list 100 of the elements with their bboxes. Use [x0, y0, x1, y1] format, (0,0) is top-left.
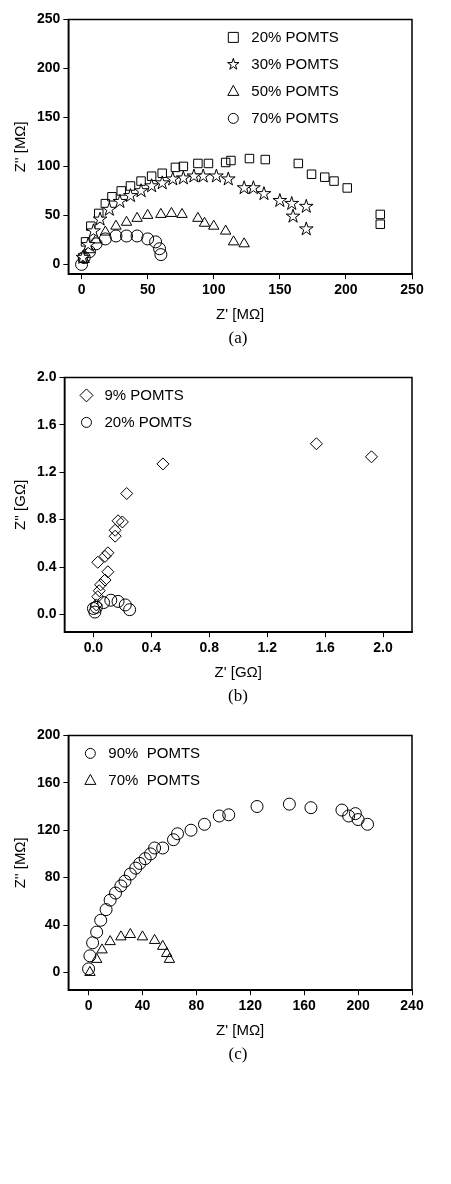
point [94, 578, 108, 592]
point [178, 161, 189, 172]
point [208, 219, 220, 230]
point [86, 936, 100, 950]
text: (b) [227, 686, 249, 706]
point [133, 183, 149, 198]
legend-label: 20% POMTS [251, 27, 339, 45]
point [156, 841, 170, 855]
point [88, 605, 102, 619]
point [80, 237, 91, 247]
point [123, 188, 138, 203]
point [320, 172, 330, 182]
point [90, 952, 103, 963]
point [176, 207, 188, 218]
y-tick-label: 80 [44, 868, 61, 885]
point [96, 943, 108, 954]
point [298, 198, 314, 213]
point [197, 817, 211, 831]
y-tick-label: 200 [37, 726, 61, 743]
point [284, 195, 300, 210]
y-axis-title: Z'' [GΩ] [11, 479, 29, 530]
point [342, 809, 356, 823]
point [351, 813, 365, 827]
x-tick-label: 0.0 [83, 639, 104, 656]
point [120, 487, 134, 501]
legend-label: 70% POMTS [108, 770, 201, 788]
point [238, 237, 250, 248]
point [104, 935, 116, 946]
point [98, 232, 112, 246]
point [282, 797, 296, 811]
point [90, 233, 102, 244]
point [120, 215, 133, 226]
y-tick-label: 1.2 [36, 463, 57, 480]
y-tick-label: 0.8 [36, 510, 57, 527]
y-tick-label: 200 [37, 59, 61, 76]
point [110, 219, 122, 230]
y-tick-label: 50 [44, 206, 61, 223]
y-tick-label: 250 [37, 10, 61, 27]
point [125, 181, 136, 191]
legend-label: 70% POMTS [251, 108, 339, 126]
point [123, 867, 137, 881]
point [154, 175, 170, 190]
point [222, 808, 236, 822]
point [118, 874, 132, 888]
point [285, 208, 301, 223]
point [170, 162, 181, 173]
y-axis-title: Z'' [MΩ] [11, 837, 29, 889]
point [156, 457, 170, 471]
point [133, 856, 147, 870]
y-tick-label: 2.0 [36, 368, 57, 385]
point [104, 593, 118, 607]
point [129, 861, 143, 875]
point [136, 930, 149, 941]
point [91, 555, 105, 569]
point [115, 515, 129, 529]
point [198, 216, 211, 227]
point [98, 573, 112, 587]
point [108, 523, 122, 537]
point [226, 155, 236, 166]
point [348, 807, 362, 821]
point [99, 903, 113, 917]
point [101, 201, 117, 216]
point [94, 913, 108, 927]
x-tick-label: 80 [188, 997, 205, 1014]
point [124, 928, 137, 938]
point [161, 946, 173, 957]
point [100, 198, 111, 209]
point [92, 211, 108, 226]
y-tick-label: 0.4 [36, 557, 57, 574]
text: (a) [227, 328, 249, 348]
x-tick-label: 200 [334, 281, 358, 298]
point [107, 192, 117, 202]
x-axis-title: Z' [MΩ] [216, 305, 265, 323]
point [309, 437, 323, 451]
point [112, 193, 128, 209]
point [144, 178, 159, 193]
legend-label: 30% POMTS [251, 54, 339, 72]
point [141, 208, 154, 219]
point [154, 248, 168, 262]
point [116, 186, 126, 196]
point [298, 221, 314, 236]
point [90, 925, 104, 939]
point [306, 169, 317, 179]
x-tick-label: 0.4 [141, 639, 162, 656]
point [75, 257, 89, 271]
point [163, 952, 176, 963]
y-tick-label: 1.6 [36, 415, 57, 432]
y-tick-label: 40 [44, 915, 61, 932]
point [184, 823, 198, 837]
point [250, 800, 264, 814]
point [212, 809, 226, 823]
point [293, 158, 304, 169]
x-tick-label: 1.2 [257, 639, 278, 656]
x-tick-label: 40 [134, 997, 151, 1014]
point [120, 229, 134, 243]
y-axis-title: Z'' [MΩ] [11, 121, 29, 173]
y-tick-label: 0 [52, 963, 61, 980]
x-tick-label: 120 [238, 997, 263, 1014]
point [131, 211, 143, 222]
point [155, 207, 167, 218]
